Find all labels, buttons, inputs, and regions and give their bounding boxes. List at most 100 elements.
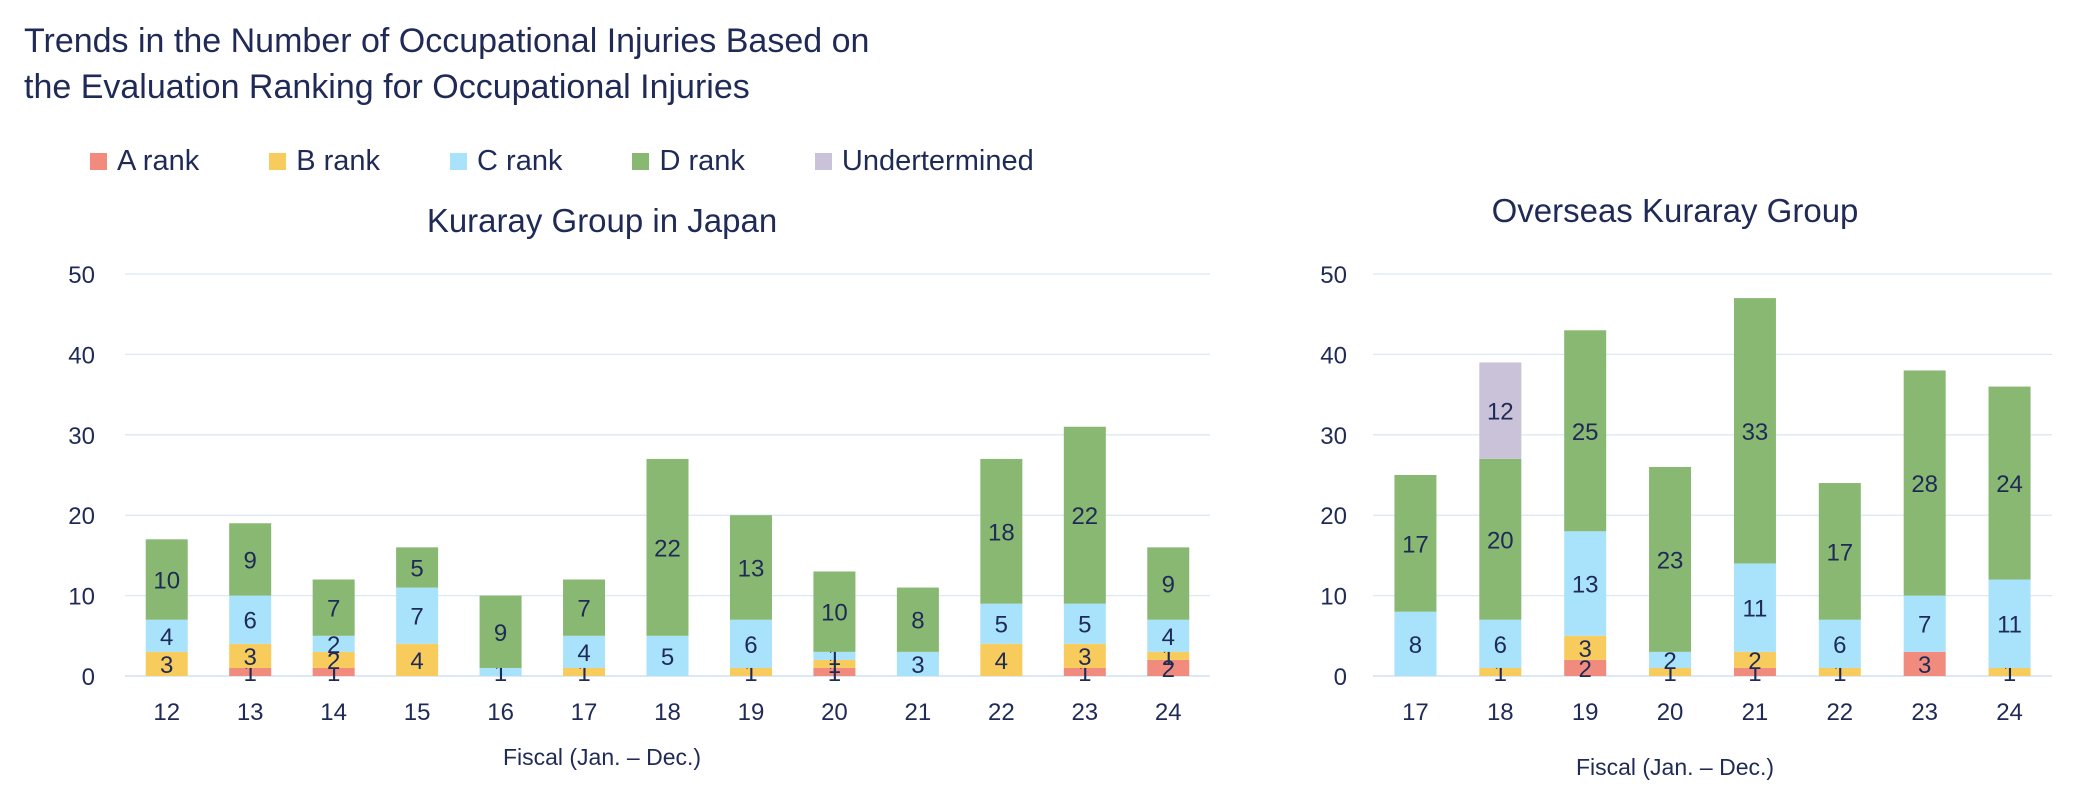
overseas-y-tick-50: 50 — [1320, 262, 1347, 289]
japan-data-label-15-c-rank: 7 — [410, 604, 423, 631]
overseas-bar-18-undertermined — [1479, 362, 1522, 459]
japan-bar-23-d-rank — [1063, 426, 1106, 604]
overseas-y-tick-30: 30 — [1320, 423, 1347, 450]
japan-data-label-19-c-rank: 6 — [744, 632, 757, 659]
overseas-data-label-22-d-rank: 17 — [1826, 539, 1853, 566]
overseas-bar-21-d-rank — [1733, 298, 1776, 564]
japan-x-tick-18: 18 — [654, 699, 681, 726]
japan-bar-23-b-rank — [1063, 643, 1106, 668]
japan-x-tick-22: 22 — [988, 699, 1015, 726]
legend-label-d-rank: D rank — [659, 145, 745, 177]
japan-bar-14-a-rank — [312, 667, 355, 676]
japan-bar-12-c-rank — [145, 619, 188, 652]
legend-item-c-rank: C rank — [450, 145, 562, 178]
japan-data-label-17-c-rank: 4 — [577, 640, 590, 667]
overseas-bar-18-b-rank — [1479, 667, 1522, 676]
japan-x-tick-19: 19 — [738, 699, 765, 726]
japan-x-tick-14: 14 — [320, 699, 347, 726]
japan-y-tick-30: 30 — [68, 423, 95, 450]
legend-label-a-rank: A rank — [117, 145, 200, 177]
overseas-x-axis-label: Fiscal (Jan. – Dec.) — [1576, 754, 1774, 780]
japan-data-label-13-d-rank: 9 — [244, 547, 257, 574]
overseas-data-label-22-c-rank: 6 — [1833, 632, 1846, 659]
title-line-2: the Evaluation Ranking for Occupational … — [24, 68, 750, 106]
japan-data-label-24-d-rank: 9 — [1162, 572, 1175, 599]
overseas-data-label-19-a-rank: 2 — [1579, 656, 1592, 683]
japan-bar-17-b-rank — [563, 667, 606, 676]
japan-bar-18-d-rank — [646, 458, 689, 636]
japan-y-tick-50: 50 — [68, 262, 95, 289]
overseas-data-label-17-d-rank: 17 — [1402, 531, 1429, 558]
overseas-bar-19-b-rank — [1564, 635, 1607, 660]
japan-data-label-15-d-rank: 5 — [410, 555, 423, 582]
japan-data-label-14-d-rank: 7 — [327, 596, 340, 623]
japan-data-label-21-d-rank: 8 — [911, 608, 924, 635]
overseas-data-label-23-d-rank: 28 — [1911, 471, 1938, 498]
japan-x-tick-23: 23 — [1071, 699, 1098, 726]
legend-swatch-undetermined — [814, 153, 832, 170]
overseas-bar-22-c-rank — [1818, 619, 1861, 668]
japan-data-label-23-b-rank: 3 — [1078, 644, 1091, 671]
overseas-x-tick-22: 22 — [1826, 699, 1853, 726]
japan-bar-12-d-rank — [145, 539, 188, 620]
overseas-data-label-20-c-rank: 2 — [1663, 648, 1676, 675]
overseas-bar-20-c-rank — [1649, 651, 1692, 668]
overseas-bar-23-a-rank — [1903, 651, 1946, 676]
japan-bar-15-d-rank — [396, 547, 439, 588]
japan-data-label-14-c-rank: 2 — [327, 632, 340, 659]
japan-bar-21-c-rank — [896, 651, 939, 676]
japan-bar-15-b-rank — [396, 643, 439, 676]
japan-data-label-14-b-rank: 2 — [327, 648, 340, 675]
japan-bar-18-c-rank — [646, 635, 689, 676]
japan-data-label-22-c-rank: 5 — [995, 612, 1008, 639]
title-line-1: Trends in the Number of Occupational Inj… — [24, 22, 870, 60]
overseas-chart-title: Overseas Kuraray Group — [1492, 192, 1859, 229]
overseas-y-tick-0: 0 — [1334, 664, 1347, 691]
japan-data-label-13-b-rank: 3 — [244, 644, 257, 671]
japan-data-label-18-c-rank: 5 — [661, 644, 674, 671]
japan-data-label-20-d-rank: 10 — [821, 600, 848, 627]
japan-data-label-18-d-rank: 22 — [654, 535, 681, 562]
japan-bar-12-b-rank — [145, 651, 188, 676]
japan-chart-title: Kuraray Group in Japan — [427, 202, 777, 239]
japan-x-tick-24: 24 — [1155, 699, 1182, 726]
legend-label-b-rank: B rank — [296, 145, 381, 177]
overseas-bar-24-d-rank — [1988, 386, 2031, 580]
japan-data-label-19-d-rank: 13 — [738, 555, 765, 582]
legend: A rank B rank C rank D rank Undertermine… — [90, 145, 1104, 178]
japan-bar-23-a-rank — [1063, 667, 1106, 676]
overseas-x-tick-18: 18 — [1487, 699, 1514, 726]
japan-bar-13-b-rank — [229, 643, 272, 668]
japan-bar-16-d-rank — [479, 595, 522, 668]
japan-bar-23-c-rank — [1063, 603, 1106, 644]
overseas-bar-23-d-rank — [1903, 370, 1946, 596]
overseas-bar-17-d-rank — [1394, 475, 1437, 612]
japan-chart: 0 10 20 30 40 50 Kuraray Group in Japan Fiscal … — [68, 202, 1210, 770]
overseas-x-tick-21: 21 — [1742, 699, 1769, 726]
overseas-x-tick-20: 20 — [1657, 699, 1684, 726]
overseas-bar-20-d-rank — [1649, 466, 1692, 652]
overseas-y-tick-40: 40 — [1320, 342, 1347, 369]
legend-swatch-b-rank — [269, 153, 287, 170]
overseas-data-label-18-undertermined: 12 — [1487, 399, 1514, 426]
overseas-bar-23-c-rank — [1903, 595, 1946, 652]
overseas-bar-17-c-rank — [1394, 611, 1437, 676]
overseas-bar-22-b-rank — [1818, 667, 1861, 676]
japan-x-tick-13: 13 — [237, 699, 264, 726]
japan-data-label-21-c-rank: 3 — [911, 652, 924, 679]
overseas-data-label-19-b-rank: 3 — [1579, 636, 1592, 663]
overseas-data-label-20-d-rank: 23 — [1657, 547, 1684, 574]
japan-bar-14-c-rank — [312, 635, 355, 652]
legend-swatch-c-rank — [450, 153, 468, 170]
overseas-data-label-17-c-rank: 8 — [1409, 632, 1422, 659]
japan-data-label-12-c-rank: 4 — [160, 624, 173, 651]
japan-bar-20-a-rank — [813, 667, 856, 676]
overseas-bar-19-c-rank — [1564, 531, 1607, 636]
japan-data-label-22-d-rank: 18 — [988, 519, 1015, 546]
overseas-x-tick-17: 17 — [1402, 699, 1429, 726]
japan-x-axis-label: Fiscal (Jan. – Dec.) — [503, 744, 701, 770]
overseas-y-tick-10: 10 — [1320, 584, 1347, 611]
overseas-data-label-23-c-rank: 7 — [1918, 612, 1931, 639]
legend-item-undetermined: Undertermined — [814, 145, 1034, 178]
